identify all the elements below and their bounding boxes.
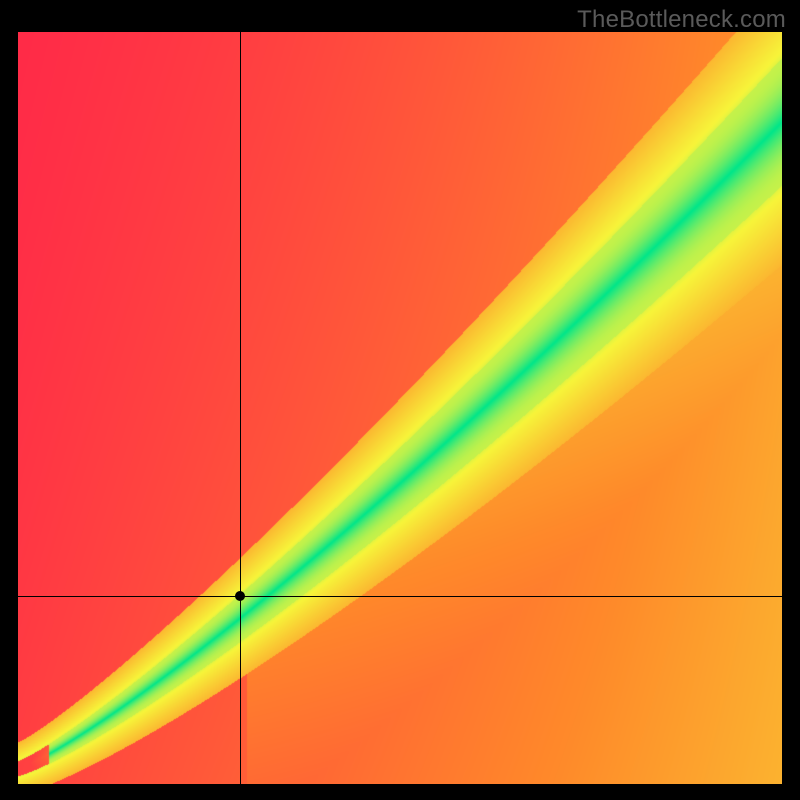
plot-frame [18,32,782,784]
crosshair-vertical [240,32,241,784]
heatmap-canvas [18,32,782,784]
crosshair-horizontal [18,596,782,597]
marker-dot [235,591,245,601]
watermark-text: TheBottleneck.com [577,6,786,34]
chart-container: TheBottleneck.com [0,0,800,800]
